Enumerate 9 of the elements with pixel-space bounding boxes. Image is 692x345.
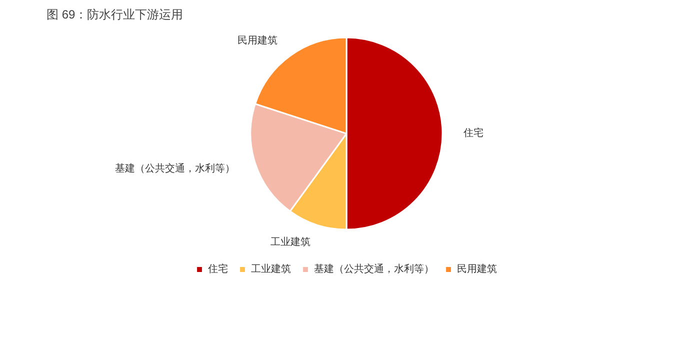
slice-label: 民用建筑 xyxy=(238,34,278,46)
slice-label: 工业建筑 xyxy=(270,236,310,248)
legend-label: 民用建筑 xyxy=(457,262,497,276)
legend-label: 基建（公共交通，水利等） xyxy=(314,262,434,276)
slice-label: 住宅 xyxy=(464,127,484,140)
legend-label: 工业建筑 xyxy=(251,262,291,276)
slice-label: 基建（公共交通，水利等） xyxy=(115,162,236,175)
chart-title: 图 69：防水行业下游运用 xyxy=(46,8,184,22)
legend-label: 住宅 xyxy=(208,262,228,276)
